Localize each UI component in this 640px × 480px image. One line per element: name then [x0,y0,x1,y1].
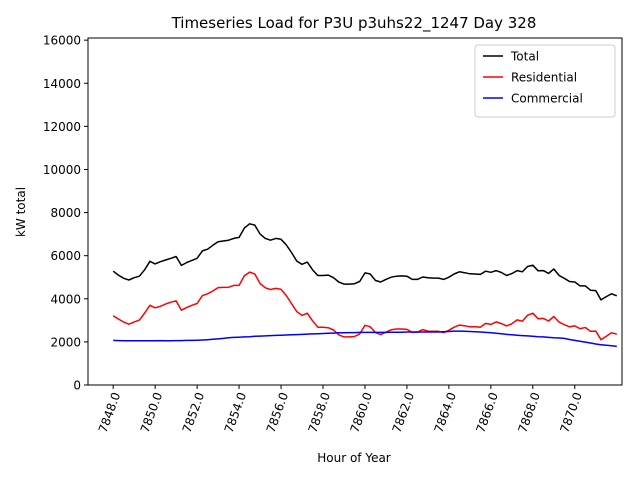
x-tick-label: 7850.0 [138,390,166,434]
x-tick-label: 7854.0 [222,390,250,434]
y-tick-label: 2000 [50,335,81,349]
x-tick-label: 7848.0 [96,390,124,434]
x-axis-ticks: 7848.0 7850.0 7852.0 7854.0 7856.0 7858.0 7860… [96,385,585,435]
plot-frame [87,37,623,386]
y-tick-label: 6000 [50,249,81,263]
y-tick-label: 16000 [43,34,81,48]
series-line-total [112,223,618,301]
x-tick-label: 7852.0 [180,390,208,434]
series-line-residential [112,271,617,341]
legend-label-commercial: Commercial [511,92,583,106]
legend-label-total: Total [510,50,539,64]
y-tick-label: 0 [73,379,81,393]
x-axis-label: Hour of Year [317,451,391,465]
y-tick-label: 12000 [43,120,81,134]
x-tick-label: 7856.0 [264,390,292,434]
chart-title: Timeseries Load for P3U p3uhs22_1247 Day… [171,14,537,33]
y-axis-label: kW total [14,187,28,237]
x-tick-label: 7860.0 [348,390,376,434]
legend-box [474,44,616,118]
x-tick-label: 7866.0 [473,390,501,434]
x-tick-label: 7858.0 [306,390,334,434]
y-axis-ticks: 0 2000 4000 6000 8000 10000 12000 14000 16000 [43,34,88,393]
y-tick-label: 8000 [50,206,81,220]
legend-label-residential: Residential [511,71,577,85]
legend: Total Residential Commercial [474,44,616,118]
y-tick-label: 4000 [50,292,81,306]
y-tick-label: 10000 [43,163,81,177]
x-tick-label: 7870.0 [557,390,585,434]
y-tick-label: 14000 [43,77,81,91]
x-tick-label: 7864.0 [431,390,459,434]
x-tick-label: 7868.0 [515,390,543,434]
x-tick-label: 7862.0 [390,390,418,434]
plot-lines [112,223,618,348]
series-line-commercial [113,330,617,348]
